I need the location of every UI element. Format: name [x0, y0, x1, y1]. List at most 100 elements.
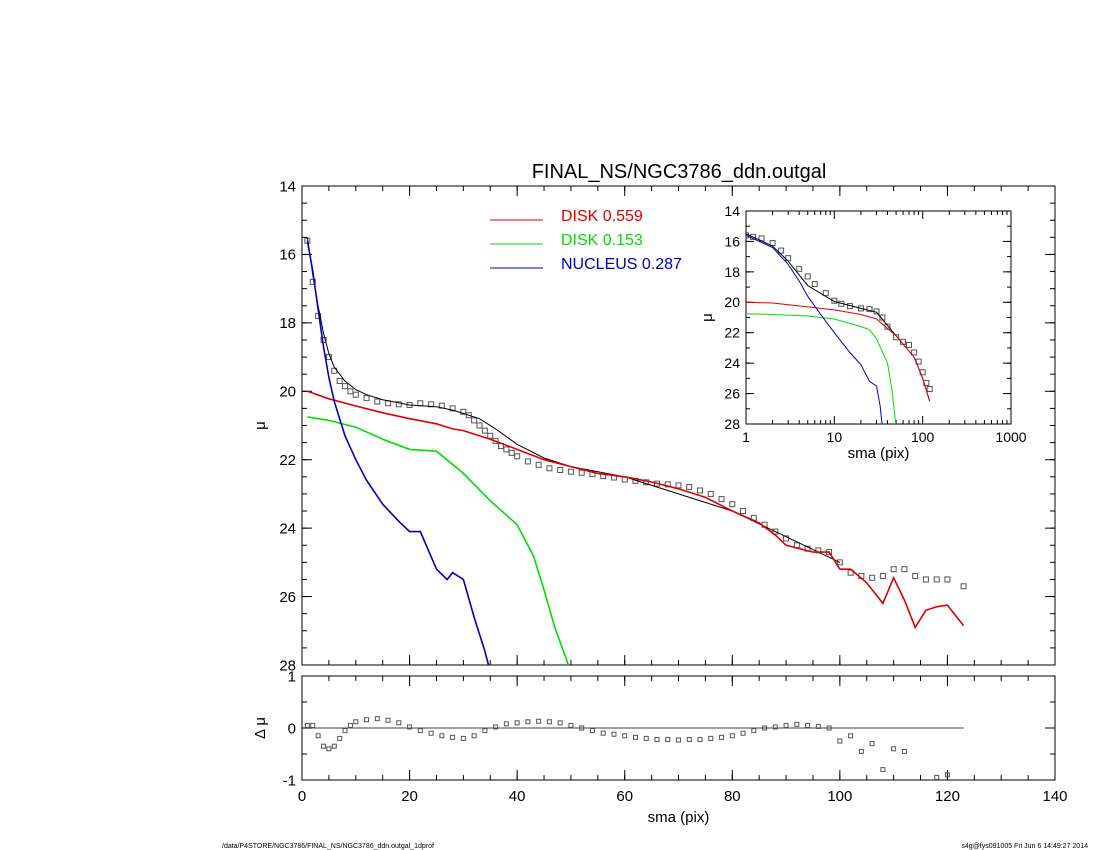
data-point — [857, 305, 864, 312]
x-tick-label: 40 — [509, 788, 526, 805]
data-point — [654, 736, 660, 742]
data-point — [772, 724, 778, 730]
x-tick-label: 20 — [401, 788, 418, 805]
y-tick-label: -1 — [283, 772, 296, 789]
data-point — [428, 730, 434, 736]
series-line-disk2 — [307, 416, 570, 665]
data-point — [922, 576, 929, 583]
data-point — [880, 767, 886, 773]
data-point — [481, 427, 488, 434]
data-point — [342, 728, 348, 734]
data-point — [901, 748, 907, 754]
data-point — [503, 721, 509, 727]
data-point — [460, 408, 467, 415]
data-point — [794, 721, 800, 727]
data-point — [697, 736, 703, 742]
legend-label: DISK 0.153 — [561, 232, 643, 249]
series-line-total — [746, 233, 931, 402]
data-point — [439, 733, 445, 739]
legend-label: DISK 0.559 — [561, 208, 643, 225]
data-point — [503, 446, 510, 453]
data-point — [450, 734, 456, 740]
legend: DISK 0.559 DISK 0.153 NUCLEUS 0.287 — [490, 208, 682, 273]
y-tick-label: 20 — [279, 384, 296, 401]
data-point — [310, 722, 316, 728]
x-tick-label: 60 — [616, 788, 633, 805]
data-point — [347, 722, 353, 728]
data-point — [826, 725, 832, 731]
data-point — [514, 720, 520, 726]
data-point — [557, 720, 563, 726]
data-point — [926, 386, 933, 393]
data-point — [866, 306, 873, 313]
footer-file-path: /data/P4STORE/NGC3786/FINAL_NS/NGC3786_d… — [222, 843, 434, 850]
y-tick-label: 20 — [724, 294, 740, 310]
data-point — [707, 490, 714, 497]
y-tick-label: 0 — [288, 720, 296, 737]
data-point — [686, 736, 692, 742]
y-tick-label: 28 — [724, 416, 740, 432]
data-point — [933, 576, 940, 583]
data-point — [417, 400, 424, 407]
data-point — [578, 469, 585, 476]
data-point — [589, 728, 595, 734]
x-tick-label: 80 — [724, 788, 741, 805]
data-point — [837, 738, 843, 744]
x-tick-label: 0 — [298, 788, 306, 805]
data-point — [342, 383, 349, 390]
data-point — [514, 453, 521, 460]
data-point — [546, 719, 552, 725]
data-point — [911, 349, 918, 356]
data-point — [891, 746, 897, 752]
data-point — [363, 395, 370, 402]
y-tick-label: 22 — [279, 452, 296, 469]
x-tick-label: 1000 — [995, 429, 1026, 445]
data-point — [465, 412, 472, 419]
data-point — [836, 559, 843, 566]
data-point — [326, 746, 332, 752]
series-line-nucleus — [746, 234, 883, 424]
data-point — [778, 247, 785, 254]
data-point — [811, 281, 818, 288]
y-axis-label: μ — [699, 313, 716, 322]
data-point — [395, 401, 402, 408]
footer-timestamp: s4g@fys091005 Fri Jun 6 14:49:27 2014 — [961, 843, 1088, 850]
data-point — [525, 719, 531, 725]
data-point — [364, 717, 370, 723]
data-point — [471, 733, 477, 739]
y-tick-label: 26 — [724, 385, 740, 401]
x-tick-label: 100 — [827, 788, 852, 805]
data-point — [336, 378, 343, 385]
data-point — [665, 736, 671, 742]
legend-label: NUCLEUS 0.287 — [561, 256, 682, 273]
data-point — [944, 772, 950, 778]
data-point — [471, 417, 478, 424]
y-tick-label: 24 — [724, 355, 740, 371]
data-point — [321, 743, 327, 749]
data-point — [912, 573, 919, 580]
data-point — [901, 566, 908, 573]
data-point — [493, 724, 499, 730]
data-point — [347, 388, 354, 395]
data-point — [944, 576, 951, 583]
x-tick-label: 140 — [1042, 788, 1067, 805]
x-tick-label: 100 — [911, 429, 935, 445]
data-point — [374, 716, 380, 722]
data-point — [804, 273, 811, 280]
data-point — [535, 461, 542, 468]
data-point — [822, 290, 829, 297]
data-point — [729, 501, 736, 508]
data-point — [708, 735, 714, 741]
data-point — [567, 468, 574, 475]
series-line-total — [306, 237, 841, 563]
x-tick-label: 10 — [827, 429, 843, 445]
data-point — [309, 278, 316, 285]
y-tick-label: 22 — [724, 325, 740, 341]
series-line-disk1 — [746, 301, 931, 402]
data-point — [643, 479, 650, 486]
data-point — [675, 482, 682, 489]
data-point — [762, 725, 768, 731]
series-line-nucleus — [306, 240, 490, 665]
data-point — [962, 781, 966, 785]
